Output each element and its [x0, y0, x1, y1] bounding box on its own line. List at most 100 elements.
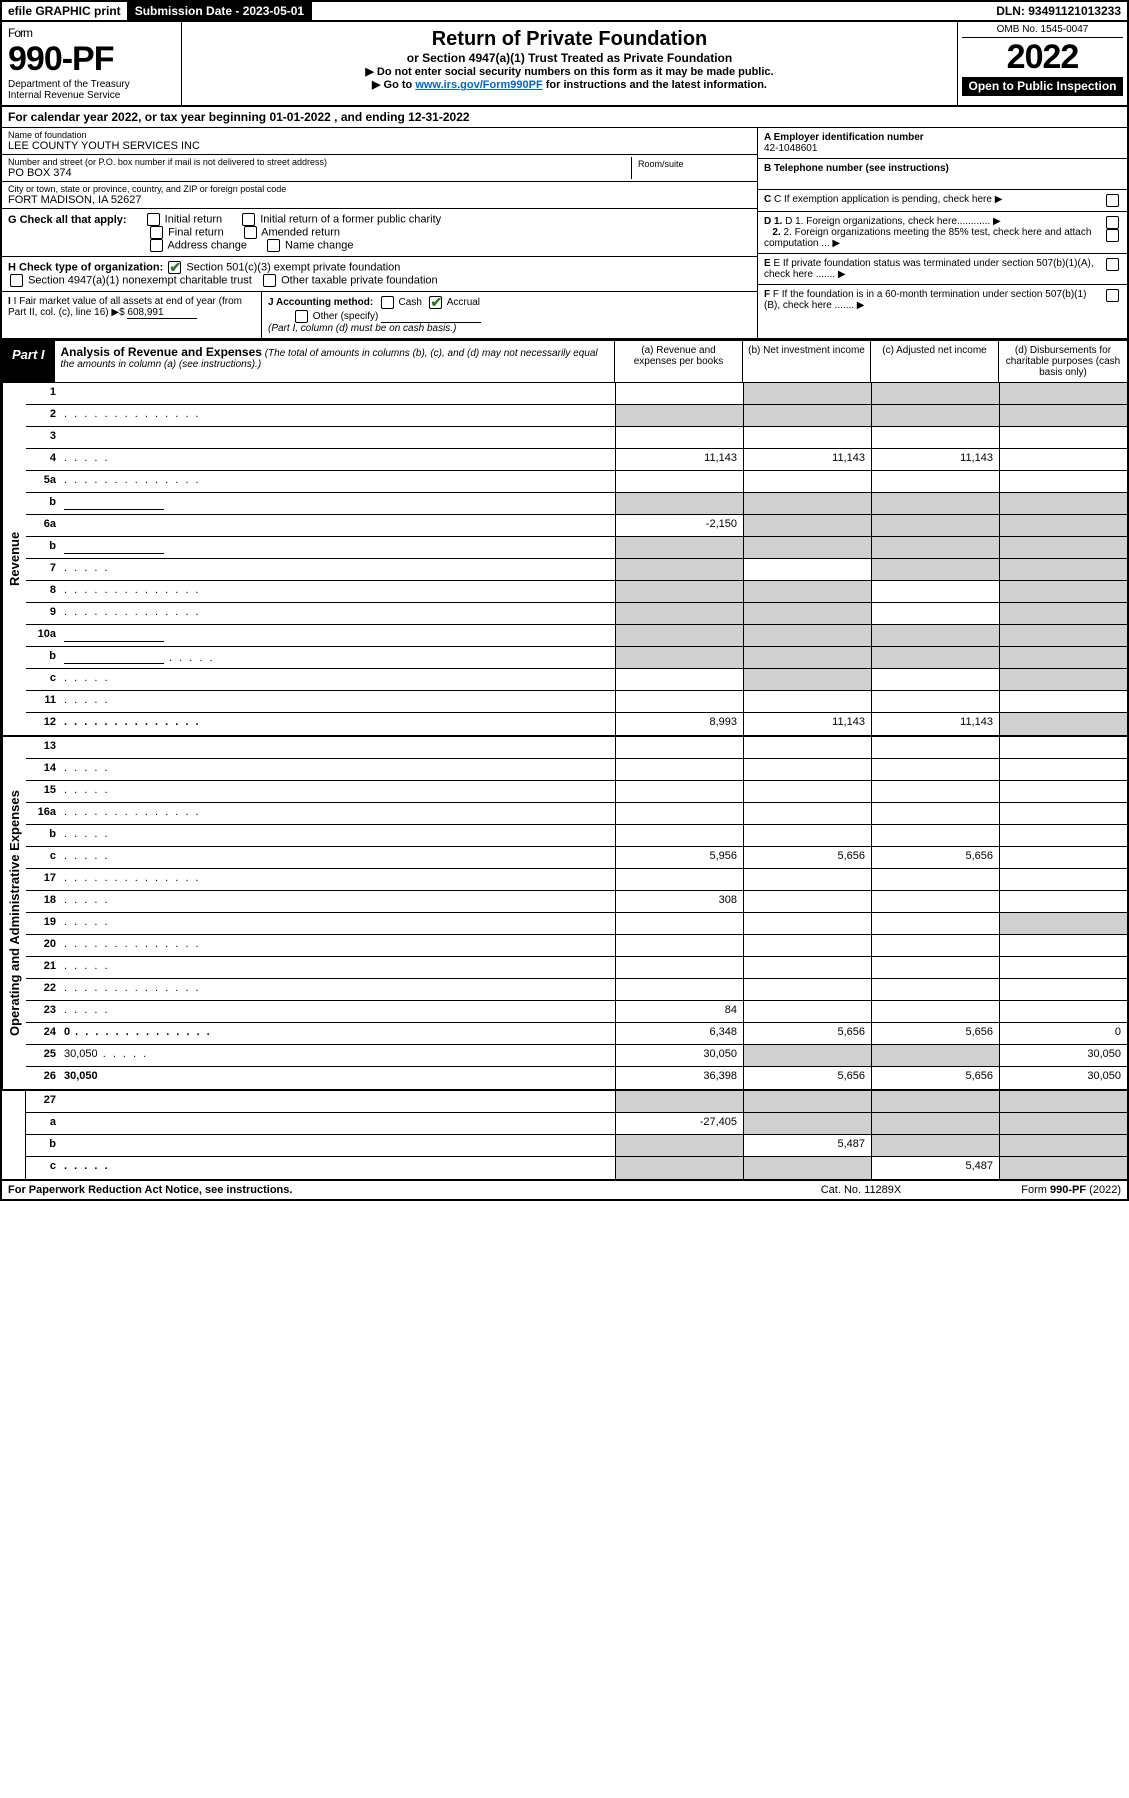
chk-initial-return[interactable] — [147, 213, 160, 226]
line-desc — [60, 935, 615, 956]
g-opt-2: Final return — [168, 226, 224, 238]
h-label: H Check type of organization: — [8, 261, 163, 273]
inline-amount-box — [64, 650, 164, 664]
j-col: J Accounting method: Cash Accrual Other … — [262, 292, 757, 338]
line-desc — [60, 625, 615, 646]
chk-final-return[interactable] — [150, 226, 163, 239]
col-b — [743, 825, 871, 846]
irs: Internal Revenue Service — [8, 90, 175, 101]
net-body: 27a-27,405b5,487c5,487 — [26, 1091, 1127, 1179]
col-c: 5,656 — [871, 847, 999, 868]
chk-f[interactable] — [1106, 289, 1119, 302]
table-row: c5,9565,6565,656 — [26, 847, 1127, 869]
form-number: Form 990-PF — [8, 26, 175, 78]
line-desc — [60, 471, 615, 492]
chk-501c3[interactable] — [168, 261, 181, 274]
chk-4947[interactable] — [10, 274, 23, 287]
chk-cash[interactable] — [381, 296, 394, 309]
col-d — [999, 1091, 1127, 1112]
table-row: 11 — [26, 691, 1127, 713]
part1-label: Part I — [2, 341, 55, 382]
chk-d2[interactable] — [1106, 229, 1119, 242]
g-opt-1: Initial return of a former public charit… — [260, 213, 441, 225]
chk-accrual[interactable] — [429, 296, 442, 309]
col-a: 30,050 — [615, 1045, 743, 1066]
col-d: 30,050 — [999, 1067, 1127, 1089]
col-d — [999, 713, 1127, 735]
col-b — [743, 913, 871, 934]
g-label: G Check all that apply: — [8, 214, 127, 226]
info-left: Name of foundation LEE COUNTY YOUTH SERV… — [2, 128, 757, 338]
expenses-body: 13141516abc5,9565,6565,65617183081920212… — [26, 737, 1127, 1089]
col-b: 5,656 — [743, 1067, 871, 1089]
col-c — [871, 913, 999, 934]
col-a — [615, 1157, 743, 1179]
col-d: 30,050 — [999, 1045, 1127, 1066]
form-page: efile GRAPHIC print Submission Date - 20… — [0, 0, 1129, 1201]
col-b — [743, 383, 871, 404]
ij-row: I I Fair market value of all assets at e… — [2, 292, 757, 338]
table-row: 17 — [26, 869, 1127, 891]
chk-address-change[interactable] — [150, 239, 163, 252]
chk-other-taxable[interactable] — [263, 274, 276, 287]
table-row: 2530,05030,05030,050 — [26, 1045, 1127, 1067]
line-desc — [60, 759, 615, 780]
chk-other-method[interactable] — [295, 310, 308, 323]
line-number: 10a — [26, 625, 60, 646]
j-accrual: Accrual — [447, 297, 480, 308]
col-d — [999, 869, 1127, 890]
name-label: Name of foundation — [8, 130, 751, 140]
instr-1: ▶ Do not enter social security numbers o… — [192, 65, 947, 78]
header-center: Return of Private Foundation or Section … — [182, 22, 957, 105]
table-row: 18308 — [26, 891, 1127, 913]
b-label: B Telephone number (see instructions) — [764, 163, 949, 174]
h-o3: Other taxable private foundation — [281, 274, 438, 286]
col-b — [743, 979, 871, 1000]
chk-d1[interactable] — [1106, 216, 1119, 229]
col-d — [999, 559, 1127, 580]
col-d — [999, 625, 1127, 646]
col-b-head: (b) Net investment income — [743, 341, 871, 382]
part1-desc: Analysis of Revenue and Expenses (The to… — [55, 341, 615, 382]
open-public: Open to Public Inspection — [962, 77, 1123, 96]
d1-label: D 1. Foreign organizations, check here..… — [785, 216, 990, 227]
irs-link[interactable]: www.irs.gov/Form990PF — [415, 79, 542, 91]
form-no-val: 990-PF — [8, 40, 114, 78]
line-desc — [60, 537, 615, 558]
col-b — [743, 869, 871, 890]
chk-e[interactable] — [1106, 258, 1119, 271]
col-d — [999, 803, 1127, 824]
col-d — [999, 537, 1127, 558]
line-desc — [60, 1091, 615, 1112]
line-desc — [60, 1001, 615, 1022]
col-c — [871, 825, 999, 846]
line-desc — [60, 891, 615, 912]
col-d-head: (d) Disbursements for charitable purpose… — [999, 341, 1127, 382]
form-word: Form — [8, 26, 175, 40]
table-row: c5,487 — [26, 1157, 1127, 1179]
top-bar: efile GRAPHIC print Submission Date - 20… — [2, 2, 1127, 22]
chk-c[interactable] — [1106, 194, 1119, 207]
line-desc — [60, 691, 615, 712]
table-row: 2 — [26, 405, 1127, 427]
col-c: 11,143 — [871, 449, 999, 470]
chk-name-change[interactable] — [267, 239, 280, 252]
col-c: 5,487 — [871, 1157, 999, 1179]
col-a: 84 — [615, 1001, 743, 1022]
line-number: 7 — [26, 559, 60, 580]
col-d — [999, 825, 1127, 846]
line-desc — [60, 493, 615, 514]
line-desc — [60, 603, 615, 624]
chk-amended[interactable] — [244, 226, 257, 239]
col-c: 5,656 — [871, 1023, 999, 1044]
col-c — [871, 603, 999, 624]
line-number: 11 — [26, 691, 60, 712]
line-desc — [60, 449, 615, 470]
col-a: -27,405 — [615, 1113, 743, 1134]
info-grid: Name of foundation LEE COUNTY YOUTH SERV… — [2, 128, 1127, 339]
col-a — [615, 869, 743, 890]
col-b — [743, 759, 871, 780]
col-b — [743, 405, 871, 426]
city-val: FORT MADISON, IA 52627 — [8, 194, 751, 206]
chk-initial-former[interactable] — [242, 213, 255, 226]
